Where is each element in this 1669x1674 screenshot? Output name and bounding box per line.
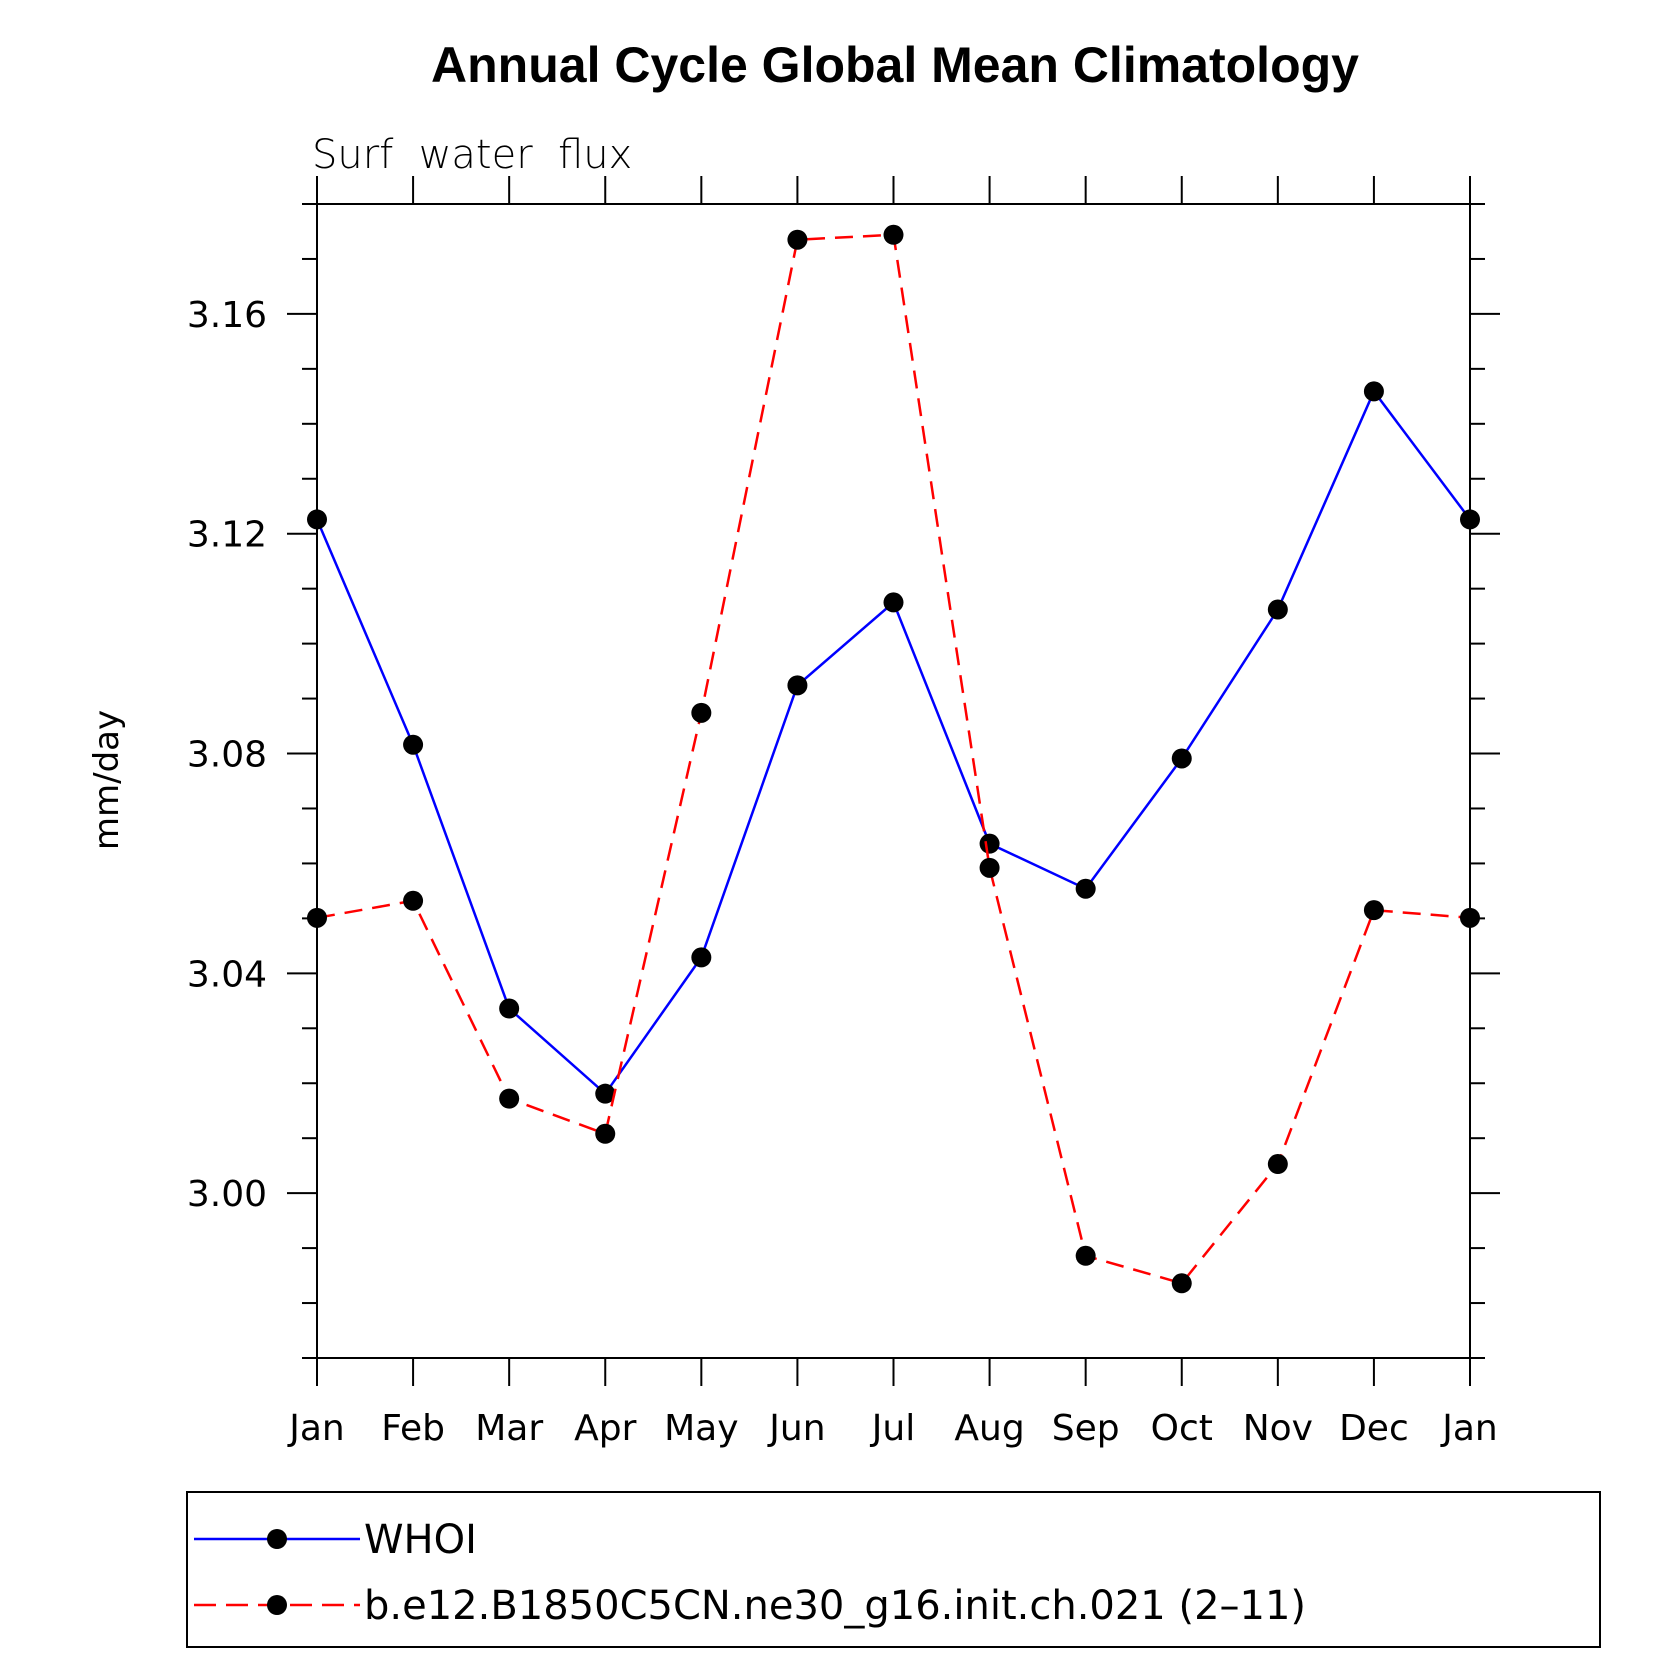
legend-marker — [267, 1529, 287, 1549]
x-tick-label: Dec — [1339, 1408, 1409, 1449]
x-tick-label: Feb — [381, 1408, 445, 1449]
x-tick-label: Mar — [475, 1408, 543, 1449]
chart-title: Annual Cycle Global Mean Climatology — [431, 37, 1359, 93]
data-point — [979, 833, 1000, 854]
data-point — [691, 702, 712, 723]
chart-subtitle: Surf water flux — [312, 132, 632, 178]
y-tick-label: 3.12 — [187, 515, 267, 556]
data-point — [595, 1123, 616, 1144]
legend-label: WHOI — [364, 1517, 477, 1563]
data-point — [1460, 509, 1480, 530]
x-tick-label: Jun — [767, 1408, 825, 1449]
x-tick-label: Oct — [1151, 1408, 1213, 1449]
data-point — [787, 675, 808, 696]
x-tick-label: May — [664, 1408, 738, 1449]
legend-marker — [267, 1595, 287, 1615]
legend: WHOI b.e12.B1850C5CN.ne30_g16.init.ch.021… — [186, 1491, 1601, 1648]
data-point — [403, 734, 424, 755]
axes: Jan Feb Mar Apr May Jun Jul Aug Sep Oct Nov Dec Jan 3… — [187, 176, 1500, 1449]
data-point — [1171, 748, 1192, 769]
x-tick-label: Sep — [1052, 1408, 1120, 1449]
x-tick-label: Aug — [954, 1408, 1024, 1449]
x-tick-label: Apr — [574, 1408, 636, 1449]
x-tick-label: Jul — [870, 1408, 915, 1449]
y-tick-label: 3.04 — [187, 954, 267, 995]
plot-area — [307, 224, 1480, 1294]
data-point — [883, 224, 904, 245]
data-point — [403, 890, 424, 911]
y-tick-label: 3.08 — [187, 735, 267, 776]
x-tick-label: Nov — [1243, 1408, 1313, 1449]
data-point — [1171, 1273, 1192, 1294]
data-point — [499, 1088, 520, 1109]
data-point — [1363, 381, 1384, 402]
data-point — [307, 509, 327, 530]
data-point — [1267, 599, 1288, 620]
series-line-2 — [316, 233, 1471, 1285]
data-point — [1075, 1245, 1096, 1266]
y-axis-label: mm/day — [87, 710, 127, 850]
data-point — [1460, 907, 1480, 928]
data-point — [787, 229, 808, 250]
data-point — [1267, 1154, 1288, 1175]
data-point — [1363, 900, 1384, 921]
y-tick-label: 3.00 — [187, 1174, 267, 1215]
legend-box — [186, 1491, 1601, 1648]
series-line-1 — [315, 388, 1471, 1096]
plot-frame — [316, 203, 1471, 1359]
x-tick-label: Jan — [1440, 1408, 1498, 1449]
legend-label: b.e12.B1850C5CN.ne30_g16.init.ch.021 (2–… — [364, 1583, 1306, 1629]
y-tick-label: 3.16 — [187, 295, 267, 336]
x-tick-label: Jan — [287, 1408, 345, 1449]
data-point — [691, 947, 712, 968]
data-point — [883, 592, 904, 613]
data-point — [499, 998, 520, 1019]
data-point — [979, 857, 1000, 878]
data-point — [595, 1083, 616, 1104]
data-point — [1075, 878, 1096, 899]
data-point — [307, 907, 327, 928]
